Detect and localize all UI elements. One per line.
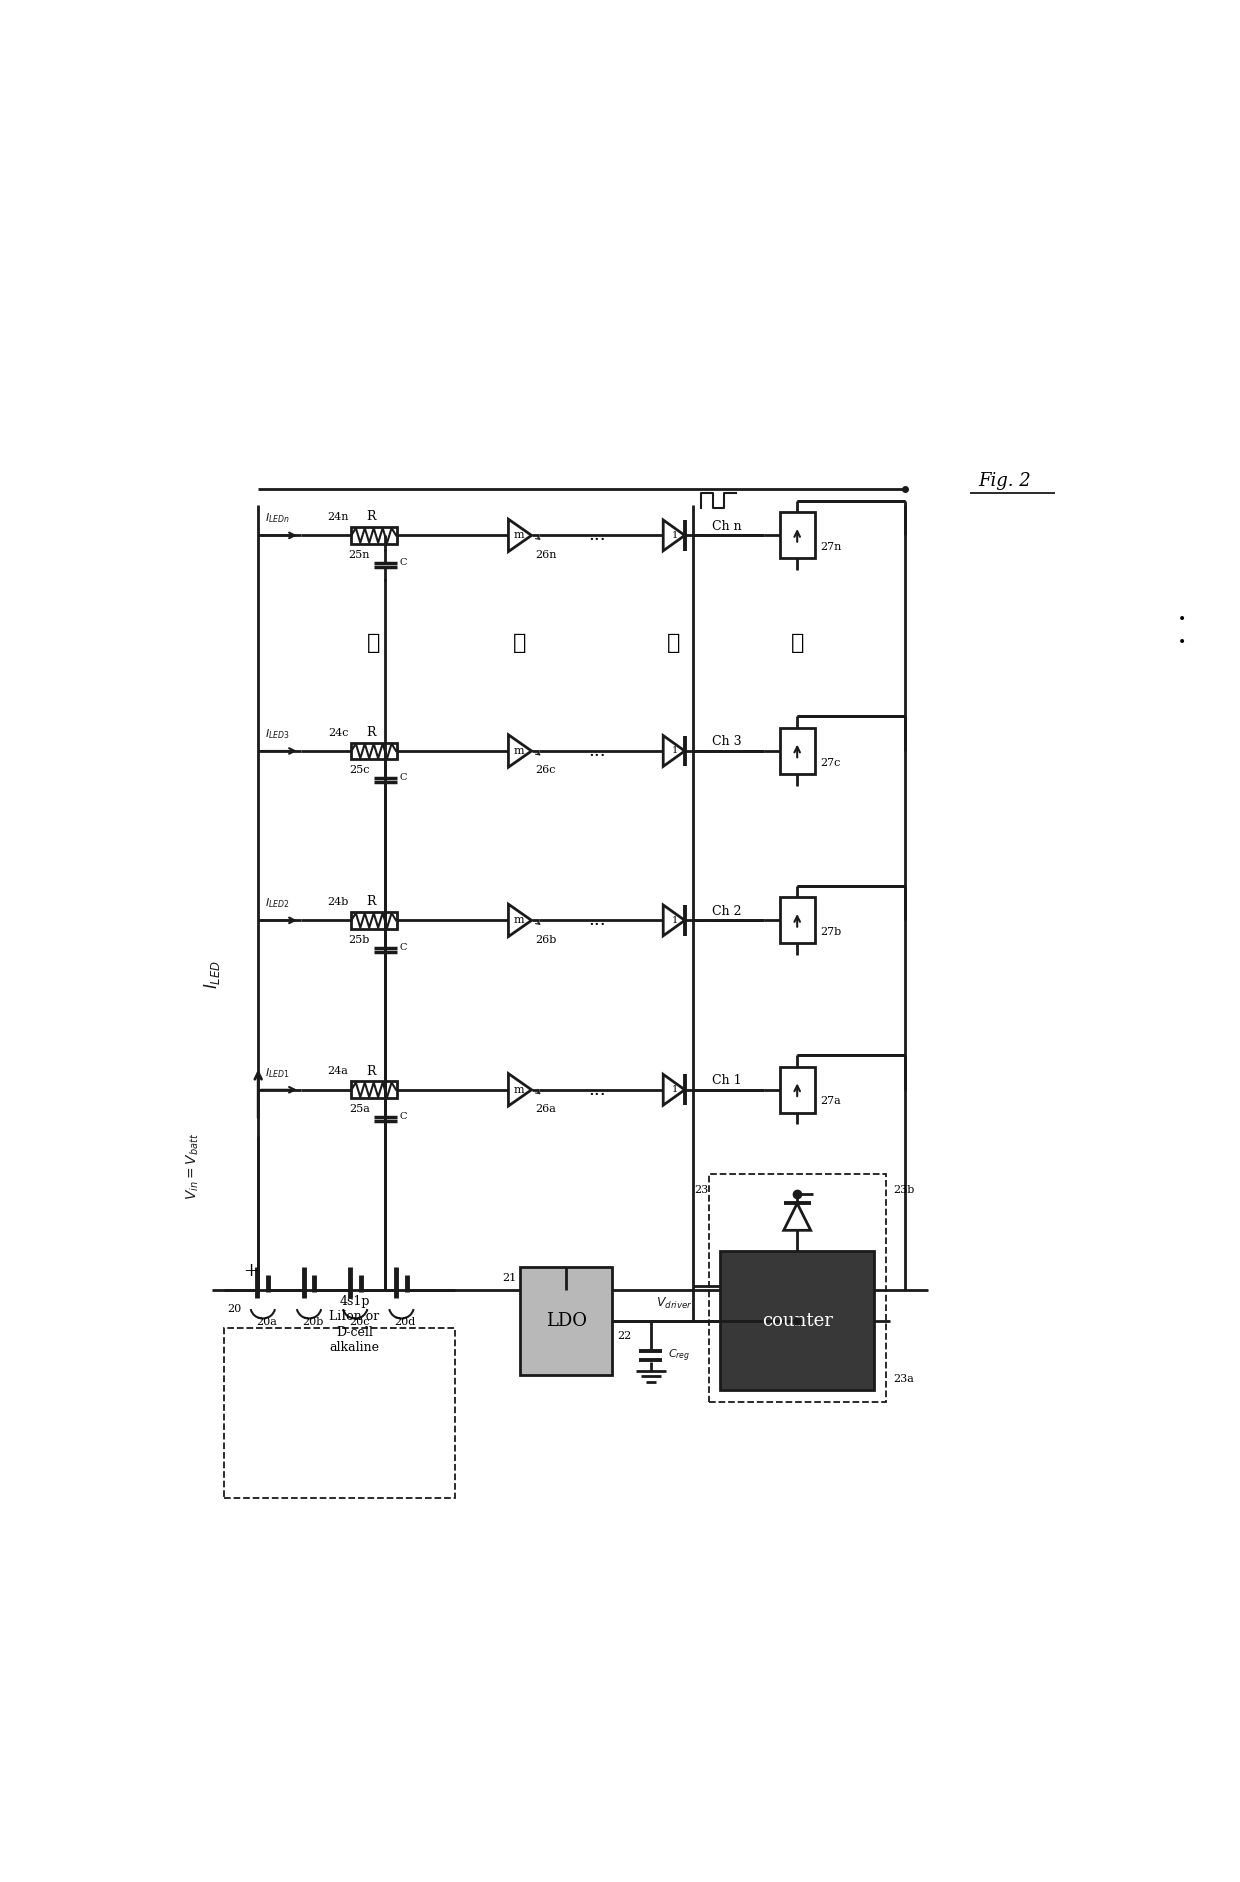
Text: $I_{LEDn}$: $I_{LEDn}$ (265, 512, 290, 525)
Text: Fig. 2: Fig. 2 (978, 472, 1032, 491)
Text: $V_{in} = V_{batt}$: $V_{in} = V_{batt}$ (185, 1133, 201, 1201)
Text: 25b: 25b (348, 935, 370, 945)
Text: alkaline: alkaline (330, 1342, 379, 1355)
Text: 1: 1 (672, 917, 678, 924)
Text: 20b: 20b (303, 1317, 324, 1327)
Text: D-cell: D-cell (336, 1325, 373, 1338)
Text: 1: 1 (672, 747, 678, 755)
Polygon shape (663, 1075, 684, 1105)
Bar (780, 898, 815, 943)
Bar (351, 527, 397, 544)
Text: C: C (399, 774, 407, 783)
Text: +: + (243, 1261, 258, 1280)
Text: 24n: 24n (327, 512, 348, 521)
Text: LiIon or: LiIon or (330, 1310, 379, 1323)
Text: ⋮: ⋮ (667, 632, 681, 655)
Text: ⋮: ⋮ (791, 632, 804, 655)
Text: R: R (367, 1065, 376, 1078)
Text: 1: 1 (672, 1086, 678, 1093)
Text: 24b: 24b (327, 898, 348, 907)
Polygon shape (663, 736, 684, 766)
Bar (351, 913, 397, 930)
Text: ...: ... (589, 527, 606, 544)
Text: 27c: 27c (821, 758, 841, 768)
Bar (223, 1329, 455, 1498)
Text: C: C (399, 1112, 407, 1122)
Text: 20a: 20a (257, 1317, 277, 1327)
Text: 20d: 20d (394, 1317, 415, 1327)
Text: LDO: LDO (546, 1312, 587, 1331)
Text: 24a: 24a (327, 1067, 348, 1077)
Text: $C_{reg}$: $C_{reg}$ (668, 1348, 691, 1364)
Text: $I_{LED}$: $I_{LED}$ (202, 960, 222, 988)
Text: •: • (1178, 614, 1187, 627)
Text: counter: counter (761, 1312, 832, 1331)
Text: ⋮: ⋮ (513, 632, 527, 655)
Bar (720, 1252, 874, 1391)
Text: 26a: 26a (536, 1105, 557, 1114)
Text: R: R (367, 510, 376, 523)
Polygon shape (663, 905, 684, 935)
Text: C: C (399, 557, 407, 566)
Text: 25a: 25a (348, 1105, 370, 1114)
Text: Ch 2: Ch 2 (713, 905, 742, 918)
Text: $I_{LED3}$: $I_{LED3}$ (265, 726, 290, 742)
Polygon shape (508, 1073, 532, 1107)
Bar (780, 728, 815, 774)
Text: m: m (513, 915, 525, 926)
Bar (780, 1067, 815, 1112)
Text: 25c: 25c (350, 766, 370, 775)
Text: R: R (367, 726, 376, 740)
Text: 27n: 27n (821, 542, 842, 551)
Text: 23a: 23a (894, 1374, 914, 1383)
Text: $V_{driver}$: $V_{driver}$ (656, 1297, 692, 1312)
Text: 20: 20 (227, 1304, 242, 1314)
Text: 26n: 26n (536, 550, 557, 559)
Text: 27a: 27a (821, 1097, 842, 1107)
Text: ...: ... (589, 1080, 606, 1099)
Text: 21: 21 (502, 1274, 516, 1284)
Text: m: m (513, 745, 525, 757)
Text: 20c: 20c (348, 1317, 370, 1327)
Bar (708, 1174, 885, 1402)
Bar (520, 1267, 613, 1374)
Text: 23: 23 (694, 1186, 708, 1195)
Text: $I_{LED1}$: $I_{LED1}$ (265, 1065, 290, 1080)
Bar (780, 512, 815, 559)
Text: m: m (513, 531, 525, 540)
Text: 25n: 25n (348, 550, 370, 559)
Text: C: C (399, 943, 407, 952)
Polygon shape (784, 1203, 811, 1231)
Text: 26b: 26b (536, 935, 557, 945)
Text: R: R (367, 896, 376, 909)
Polygon shape (508, 519, 532, 551)
Text: m: m (513, 1084, 525, 1095)
Bar (351, 1082, 397, 1099)
Polygon shape (508, 903, 532, 937)
Text: •: • (1178, 636, 1187, 649)
Text: ...: ... (589, 911, 606, 930)
Text: Ch n: Ch n (712, 519, 742, 533)
Polygon shape (663, 519, 684, 551)
Text: 1: 1 (672, 531, 678, 540)
Text: Ch 3: Ch 3 (712, 736, 742, 749)
Text: $I_{LED2}$: $I_{LED2}$ (265, 896, 290, 911)
Text: Ch 1: Ch 1 (712, 1075, 742, 1088)
Text: 4s1p: 4s1p (340, 1295, 370, 1308)
Bar (351, 743, 397, 760)
Text: 23b: 23b (894, 1186, 915, 1195)
Text: 27b: 27b (821, 928, 842, 937)
Text: 26c: 26c (536, 766, 556, 775)
Text: 22: 22 (616, 1331, 631, 1342)
Polygon shape (508, 734, 532, 768)
Text: ...: ... (589, 742, 606, 760)
Text: ⋮: ⋮ (367, 632, 381, 655)
Text: 24c: 24c (327, 728, 348, 738)
